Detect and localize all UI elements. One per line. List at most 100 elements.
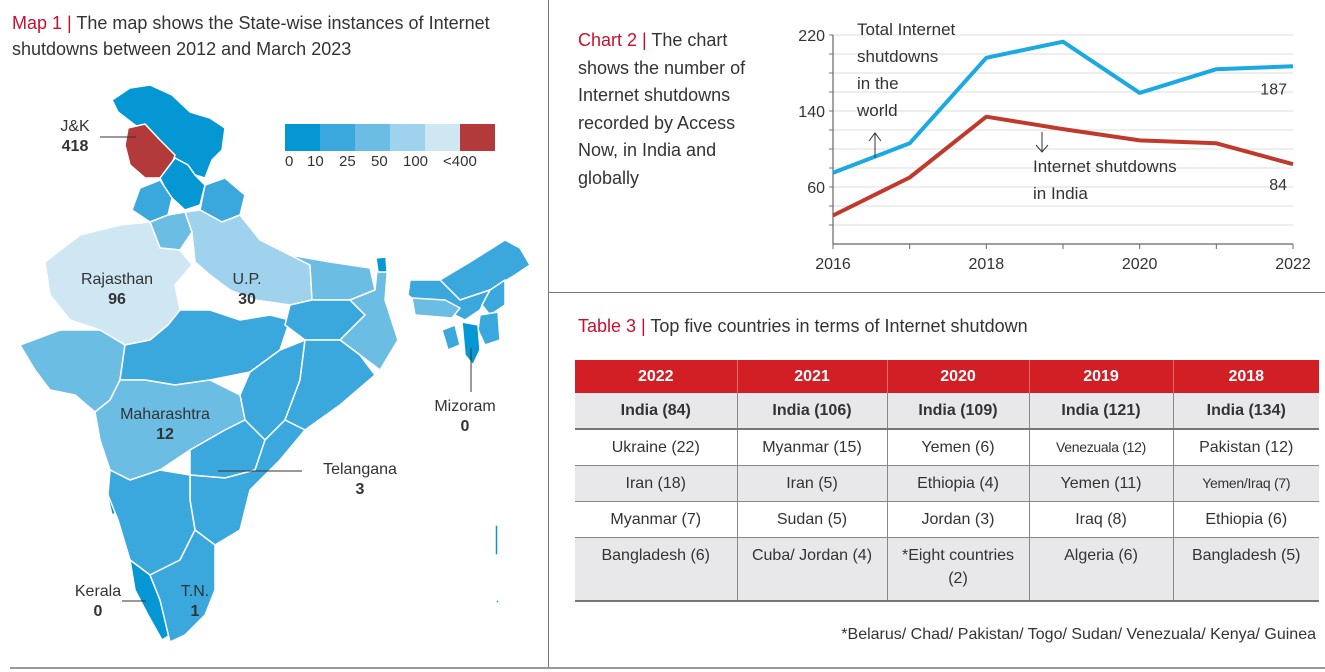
table-cell: Sudan (5): [737, 501, 888, 538]
legend-tick: 25: [339, 153, 356, 170]
line-chart: 60 140 220 2016 2018 2020 2022 187 84 Total Int…: [798, 20, 1311, 273]
map-label-rajasthan: Rajasthan 96: [62, 270, 172, 310]
table-header: 2021: [737, 360, 888, 393]
up-arrow-icon: [868, 132, 882, 158]
chart-tick-labels: 60 140 220 2016 2018 2020 2022: [798, 28, 1311, 273]
table-cell: Iraq (8): [1029, 501, 1174, 538]
world-series-line: [832, 39, 1294, 175]
legend-swatch: [320, 124, 355, 151]
table-cell: Jordan (3): [887, 501, 1030, 538]
label-state: U.P.: [232, 271, 262, 288]
chart-title: Chart 2 | The chart shows the number of …: [578, 27, 768, 192]
down-arrow-icon: [1035, 132, 1049, 153]
legend-tick: 10: [307, 153, 324, 170]
table-title: Table 3 | Top five countries in terms of…: [578, 313, 1318, 339]
vertical-divider: [548, 0, 549, 668]
label-state: T.N.: [180, 583, 210, 600]
india-annotation-text: in India: [1033, 184, 1088, 203]
world-annotation-text: in the: [857, 74, 899, 93]
map-label-up: U.P. 30: [222, 270, 272, 310]
label-state: Mizoram: [434, 398, 496, 415]
map-region-tn: [149, 529, 216, 643]
table-cell: *Eight countries (2): [887, 537, 1030, 602]
table-row: India (84) India (106) India (109) India…: [575, 393, 1319, 430]
chart-annotations: Total Internet shutdowns in the world Intern…: [856, 20, 1177, 203]
legend-tick: 0: [285, 153, 294, 170]
map-region-mizoram: [461, 321, 481, 366]
table-cell: Algeria (6): [1029, 537, 1174, 602]
world-annotation-text: world: [856, 101, 898, 120]
table-row: Iran (18) Iran (5) Ethiopia (4) Yemen (1…: [575, 465, 1319, 502]
legend-tick: <400: [443, 153, 477, 170]
table-header: 2022: [575, 360, 738, 393]
chart-title-tag: Chart 2 |: [578, 30, 647, 50]
table-cell: Bangladesh (5): [1173, 537, 1319, 602]
table-cell: Iran (18): [575, 465, 738, 502]
label-value: 96: [108, 291, 126, 308]
map-region-meghalaya: [411, 297, 461, 319]
legend-swatch: [460, 124, 495, 151]
x-tick-label: 2016: [815, 256, 851, 273]
x-tick-label: 2022: [1275, 256, 1311, 273]
map-region-rajasthan: [44, 221, 193, 346]
legend-swatch: [390, 124, 425, 151]
table-cell: Ethiopia (4): [887, 465, 1030, 502]
map-region-andaman: [494, 524, 499, 556]
table-cell: India (106): [737, 393, 888, 430]
table-cell: Cuba/ Jordan (4): [737, 537, 888, 602]
table-title-tag: Table 3 |: [578, 316, 646, 336]
label-value: 30: [238, 291, 256, 308]
india-map: [19, 84, 531, 643]
table-cell: Myanmar (15): [737, 429, 888, 466]
table-header-row: 2022 2021 2020 2019 2018: [575, 360, 1319, 393]
map-title-tag: Map 1 |: [12, 13, 72, 33]
label-value: 12: [156, 426, 174, 443]
map-label-maharashtra: Maharashtra 12: [100, 405, 230, 445]
x-tick-label: 2020: [1122, 256, 1158, 273]
label-state: Rajasthan: [80, 271, 154, 288]
table-cell: India (109): [887, 393, 1030, 430]
legend-tick: 50: [371, 153, 388, 170]
table-footnote: *Belarus/ Chad/ Pakistan/ Togo/ Sudan/ V…: [841, 626, 1316, 643]
legend-swatch: [425, 124, 460, 151]
map-region-nicobar: [495, 599, 500, 604]
table-cell: India (84): [575, 393, 738, 430]
table-cell: Yemen (6): [887, 429, 1030, 466]
table-header: 2020: [887, 360, 1030, 393]
map-region-manipur: [477, 311, 501, 346]
map-label-telangana: Telangana 3: [305, 460, 415, 500]
table-cell: Iran (5): [737, 465, 888, 502]
map-label-jk: J&K 418: [50, 117, 100, 157]
map-legend: 0 10 25 50 100 <400: [285, 124, 495, 170]
map-region-nagaland: [481, 279, 506, 316]
label-value: 0: [93, 603, 103, 620]
table-cell: Venezuala (12): [1029, 429, 1174, 466]
map-title: Map 1 | The map shows the State-wise ins…: [12, 10, 542, 62]
label-state: Telangana: [323, 461, 397, 478]
table-cell: Ukraine (22): [575, 429, 738, 466]
world-annotation-text: shutdowns: [857, 47, 938, 66]
horizontal-divider: [549, 292, 1325, 293]
table-cell: Pakistan (12): [1173, 429, 1319, 466]
y-tick-label: 60: [807, 180, 825, 197]
label-state: Maharashtra: [120, 406, 210, 423]
legend-tick: 100: [403, 153, 429, 170]
table-row: Bangladesh (6) Cuba/ Jordan (4) *Eight c…: [575, 537, 1319, 602]
chart-series: 187 84: [832, 39, 1294, 218]
table-cell: India (121): [1029, 393, 1174, 430]
y-tick-label: 220: [798, 28, 825, 45]
india-series-line: [832, 114, 1294, 218]
world-annotation-text: Total Internet: [857, 20, 956, 39]
label-value: 418: [61, 138, 89, 155]
map-label-mizoram: Mizoram 0: [420, 397, 510, 437]
table-cell: Bangladesh (6): [575, 537, 738, 602]
table-header: 2018: [1173, 360, 1319, 393]
label-value: 0: [460, 418, 470, 435]
table-cell: Yemen (11): [1029, 465, 1174, 502]
label-value: 1: [190, 603, 200, 620]
table-cell: India (134): [1173, 393, 1319, 430]
legend-swatch: [285, 124, 320, 151]
table-cell: Myanmar (7): [575, 501, 738, 538]
chart-title-text: The chart shows the number of Internet s…: [578, 30, 746, 188]
table-row: Ukraine (22) Myanmar (15) Yemen (6) Vene…: [575, 429, 1319, 466]
